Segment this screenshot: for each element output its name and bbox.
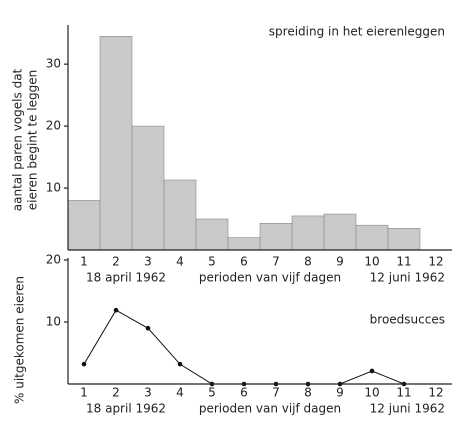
bar [131,125,165,251]
y-axis-label: % uitgekomen eieren [13,276,27,404]
x-tick-label: 4 [176,386,184,400]
x-tick-label: 11 [396,386,411,400]
bar [163,179,197,251]
chart-title: broedsucces [370,313,445,327]
data-point [145,325,151,331]
bar [227,237,261,251]
x-tick-label: 5 [208,386,216,400]
x-tick-label: 10 [364,386,379,400]
x-axis-label: perioden van vijf dagen [199,402,341,416]
x-tick-label: 7 [272,386,280,400]
x-tick-label: 2 [112,255,120,269]
bar [259,223,293,251]
x-annotation: 12 juni 1962 [370,271,445,285]
chart-title: spreiding in het eierenleggen [269,25,445,39]
x-tick-label: 3 [144,386,152,400]
y-tick-label: 20 [46,119,61,133]
x-tick-label: 1 [80,255,88,269]
x-tick-label: 6 [240,386,248,400]
data-point [81,361,87,367]
y-tick-label: 20 [46,253,61,267]
x-tick-label: 8 [304,386,312,400]
x-annotation: 12 juni 1962 [370,402,445,416]
y-tick-label: 10 [46,181,61,195]
x-tick-label: 11 [396,255,411,269]
data-line [83,309,405,385]
x-axis-label: perioden van vijf dagen [199,271,341,285]
x-tick-label: 4 [176,255,184,269]
x-tick-label: 7 [272,255,280,269]
x-tick-label: 5 [208,255,216,269]
x-tick-label: 10 [364,255,379,269]
data-point [113,307,119,313]
x-tick-label: 3 [144,255,152,269]
x-tick-label: 12 [428,386,443,400]
x-tick-label: 12 [428,255,443,269]
bar [195,218,229,251]
bar [355,224,389,251]
y-axis-label: eieren begint te leggen [26,70,40,211]
data-point [177,361,183,367]
x-tick-label: 6 [240,255,248,269]
x-tick-label: 9 [336,386,344,400]
bar [387,228,421,251]
x-tick-label: 2 [112,386,120,400]
y-tick-label: 10 [46,315,61,329]
bar [291,215,325,251]
x-tick-label: 9 [336,255,344,269]
bar [99,35,133,251]
y-tick-label: 30 [46,57,61,71]
data-point [369,368,375,374]
bar [67,200,101,251]
x-tick-label: 8 [304,255,312,269]
x-annotation: 18 april 1962 [86,271,166,285]
x-annotation: 18 april 1962 [86,402,166,416]
bar [323,213,357,251]
y-axis-label: aantal paren vogels dat [11,68,25,211]
x-tick-label: 1 [80,386,88,400]
